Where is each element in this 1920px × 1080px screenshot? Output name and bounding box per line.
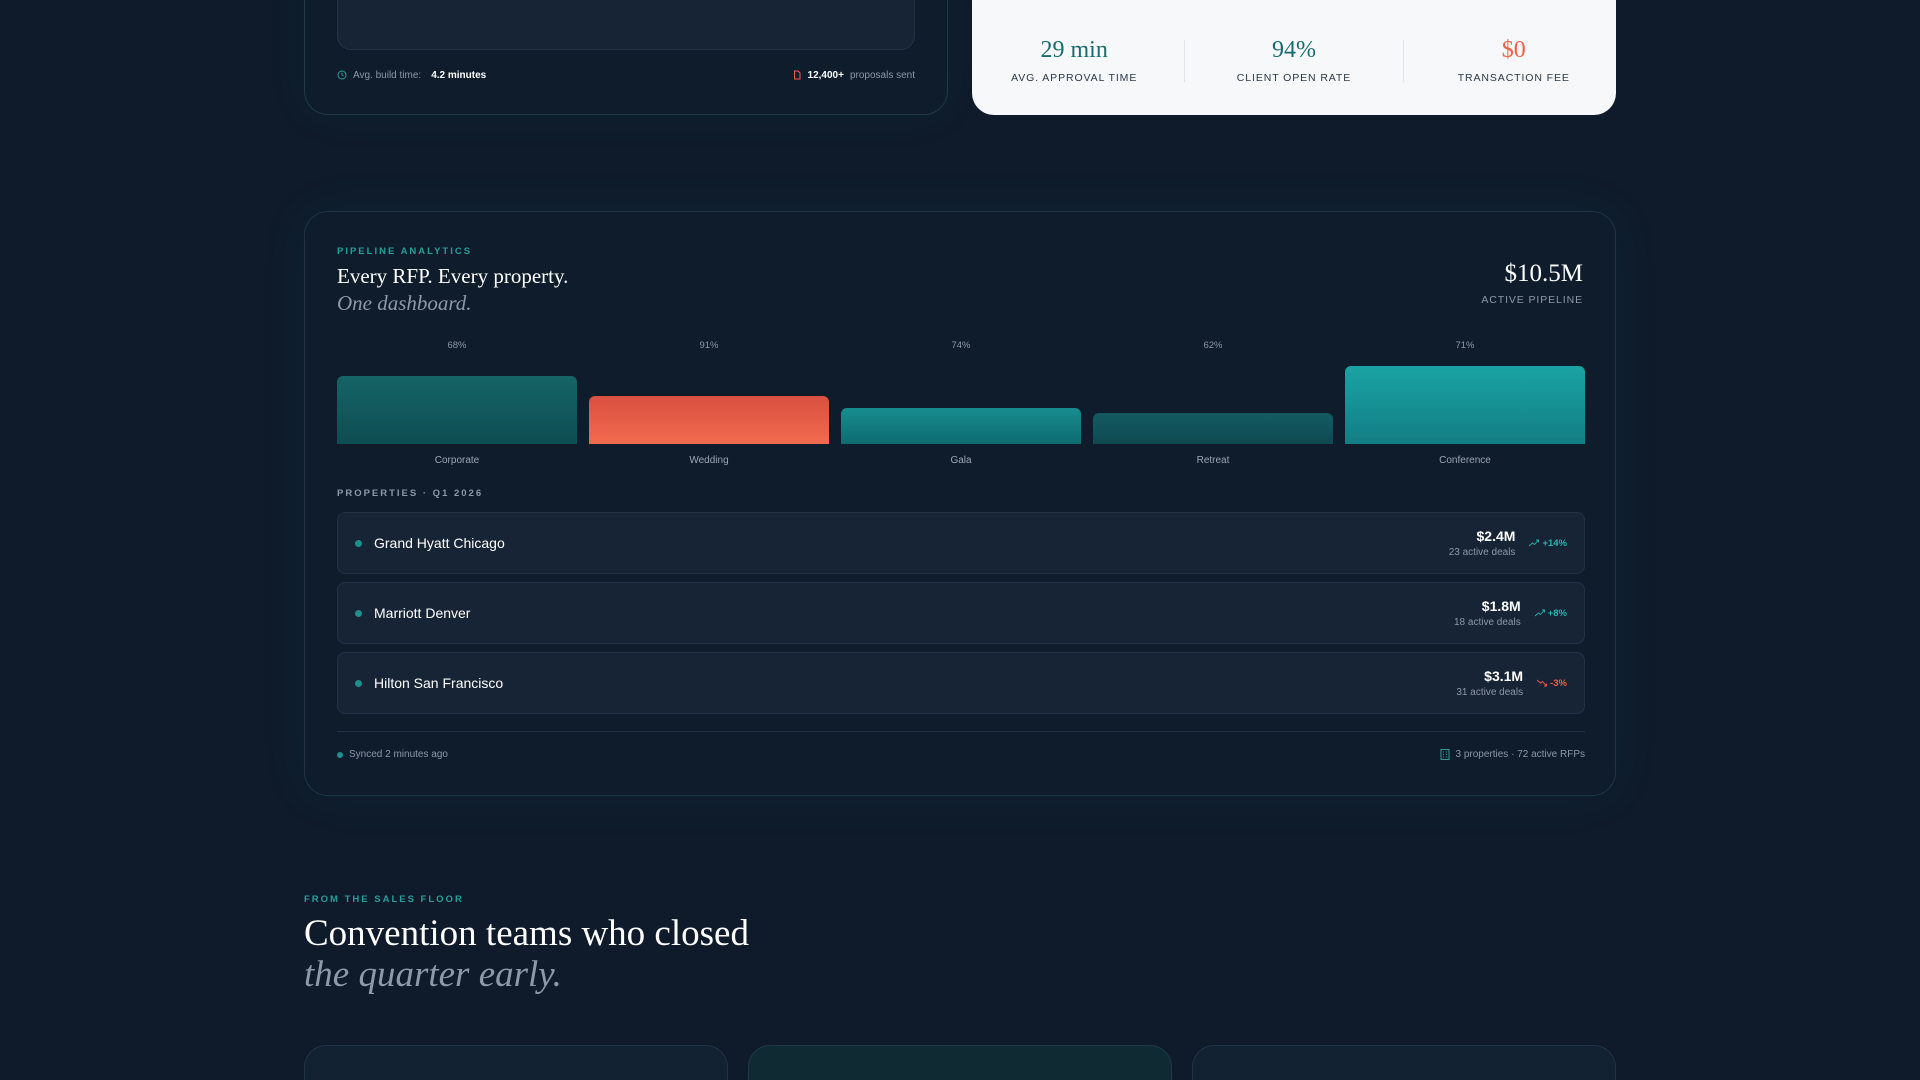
sales-title: Convention teams who closed	[304, 913, 749, 954]
trend-down-icon	[1537, 679, 1548, 687]
trend-up-icon	[1529, 539, 1540, 547]
building-icon	[1440, 749, 1449, 760]
stat-approval-time: 29 min AVG. APPROVAL TIME	[979, 38, 1169, 84]
bar-category-label: Conference	[1439, 455, 1491, 466]
bar-value-label: 71%	[1455, 340, 1475, 351]
property-row[interactable]: Marriott Denver $1.8M 18 active deals +8…	[337, 582, 1585, 644]
stat-label: TRANSACTION FEE	[1457, 72, 1570, 84]
clock-icon	[337, 70, 347, 80]
trend-value: +8%	[1547, 607, 1567, 619]
pipeline-title: Every RFP. Every property.	[337, 264, 569, 288]
bar-column: 91% Wedding	[589, 340, 829, 480]
trend-value: +14%	[1542, 537, 1567, 549]
builder-preview-panel	[337, 0, 915, 50]
testimonial-card	[1192, 1045, 1616, 1080]
stat-divider	[1183, 40, 1185, 82]
bar-value-label: 91%	[699, 340, 719, 351]
document-icon	[793, 70, 801, 80]
properties-list: Grand Hyatt Chicago $2.4M 23 active deal…	[337, 512, 1585, 722]
property-amount: $2.4M	[1476, 528, 1516, 544]
bar-category-label: Retreat	[1196, 455, 1230, 466]
property-deals: 31 active deals	[1456, 687, 1524, 698]
pipeline-eyebrow: PIPELINE ANALYTICS	[337, 246, 473, 257]
bar-column: 68% Corporate	[337, 340, 577, 480]
stat-label: AVG. APPROVAL TIME	[1011, 72, 1138, 84]
sales-subtitle: the quarter early.	[304, 954, 562, 995]
property-name: Marriott Denver	[374, 605, 471, 621]
build-stats-row: Avg. build time: 4.2 minutes 12,400+ pro…	[337, 68, 915, 82]
property-deals: 18 active deals	[1454, 617, 1521, 628]
property-trend: -3%	[1537, 678, 1567, 689]
bar[interactable]	[337, 376, 577, 444]
property-amount: $1.8M	[1481, 598, 1521, 614]
property-trend: +14%	[1529, 538, 1567, 549]
properties-eyebrow: PROPERTIES · Q1 2026	[337, 488, 484, 499]
event-type-bar-chart: 68% Corporate 91% Wedding 74% Gala 62% Retreat 7…	[337, 340, 1585, 480]
stat-divider	[1403, 40, 1405, 82]
stat-value: $0	[1501, 37, 1526, 63]
footer-divider	[337, 731, 1585, 732]
property-name: Hilton San Francisco	[374, 675, 504, 691]
bar-category-label: Wedding	[689, 455, 729, 466]
testimonial-card	[748, 1045, 1172, 1080]
bar-column: 62% Retreat	[1093, 340, 1333, 480]
status-dot	[355, 539, 362, 547]
property-name: Grand Hyatt Chicago	[374, 535, 505, 551]
bar-category-label: Corporate	[434, 455, 480, 466]
bar-value-label: 68%	[447, 340, 467, 351]
pipeline-card: PIPELINE ANALYTICS Every RFP. Every prop…	[304, 211, 1616, 796]
stat-transaction-fee: $0 TRANSACTION FEE	[1419, 38, 1609, 84]
trend-value: -3%	[1550, 677, 1567, 689]
property-deals: 23 active deals	[1448, 547, 1516, 558]
sync-status-dot	[337, 751, 343, 758]
bar-column: 74% Gala	[841, 340, 1081, 480]
pipeline-footer: Synced 2 minutes ago 3 properties · 72 a…	[337, 749, 1585, 760]
stat-open-rate: 94% CLIENT OPEN RATE	[1199, 38, 1389, 84]
property-amount: $3.1M	[1484, 668, 1524, 684]
stat-value: 94%	[1271, 37, 1316, 63]
stat-value: 29 min	[1040, 37, 1108, 63]
property-row[interactable]: Grand Hyatt Chicago $2.4M 23 active deal…	[337, 512, 1585, 574]
bar[interactable]	[841, 408, 1081, 444]
bar[interactable]	[589, 396, 829, 444]
stat-label: CLIENT OPEN RATE	[1236, 72, 1352, 84]
property-row[interactable]: Hilton San Francisco $3.1M 31 active dea…	[337, 652, 1585, 714]
bar[interactable]	[1093, 413, 1333, 444]
trend-up-icon	[1534, 609, 1545, 617]
testimonial-card	[304, 1045, 728, 1080]
pipeline-subtitle: One dashboard.	[337, 291, 472, 315]
builder-card: Avg. build time: 4.2 minutes 12,400+ pro…	[304, 0, 948, 115]
build-time-value: 4.2 minutes	[431, 69, 487, 81]
bar-category-label: Gala	[950, 455, 972, 466]
stats-card: 29 min AVG. APPROVAL TIME 94% CLIENT OPE…	[972, 0, 1616, 115]
pipeline-total-label: ACTIVE PIPELINE	[1481, 294, 1583, 306]
build-time-label: Avg. build time:	[353, 69, 422, 81]
bar-value-label: 62%	[1203, 340, 1223, 351]
sync-status: Synced 2 minutes ago	[349, 749, 448, 760]
status-dot	[355, 609, 362, 617]
footer-summary: 3 properties · 72 active RFPs	[1455, 749, 1586, 760]
proposals-value: 12,400+	[807, 69, 844, 81]
pipeline-total: $10.5M ACTIVE PIPELINE	[1481, 260, 1583, 306]
bar-column: 71% Conference	[1345, 340, 1585, 480]
property-trend: +8%	[1534, 607, 1567, 619]
bar-value-label: 74%	[951, 340, 971, 351]
proposals-label: proposals sent	[849, 69, 915, 81]
bar[interactable]	[1345, 366, 1585, 444]
status-dot	[355, 679, 362, 687]
sales-eyebrow: FROM THE SALES FLOOR	[304, 894, 464, 905]
stats-row: 29 min AVG. APPROVAL TIME 94% CLIENT OPE…	[972, 38, 1616, 84]
pipeline-total-value: $10.5M	[1504, 260, 1583, 287]
